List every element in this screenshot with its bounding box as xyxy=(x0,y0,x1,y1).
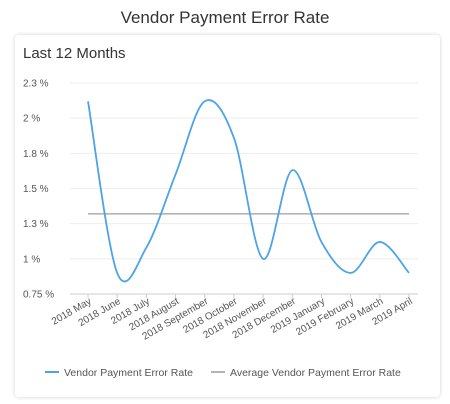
y-tick-label: 1.5 % xyxy=(23,184,49,195)
series-line-error-rate xyxy=(87,99,410,283)
y-tick-label: 0.75 % xyxy=(23,290,54,301)
chart-title: Vendor Payment Error Rate xyxy=(120,8,330,27)
chart-subtitle: Last 12 Months xyxy=(23,45,126,62)
y-tick-label: 2.3 % xyxy=(23,79,49,90)
y-tick-label: 1.3 % xyxy=(23,219,49,230)
chart-panel xyxy=(15,35,440,397)
y-tick-label: 1.8 % xyxy=(23,149,49,160)
legend-label-average: Average Vendor Payment Error Rate xyxy=(230,367,401,379)
legend-label-error-rate: Vendor Payment Error Rate xyxy=(64,367,193,379)
y-tick-label: 1 % xyxy=(23,254,40,265)
y-tick-label: 2 % xyxy=(23,114,40,125)
